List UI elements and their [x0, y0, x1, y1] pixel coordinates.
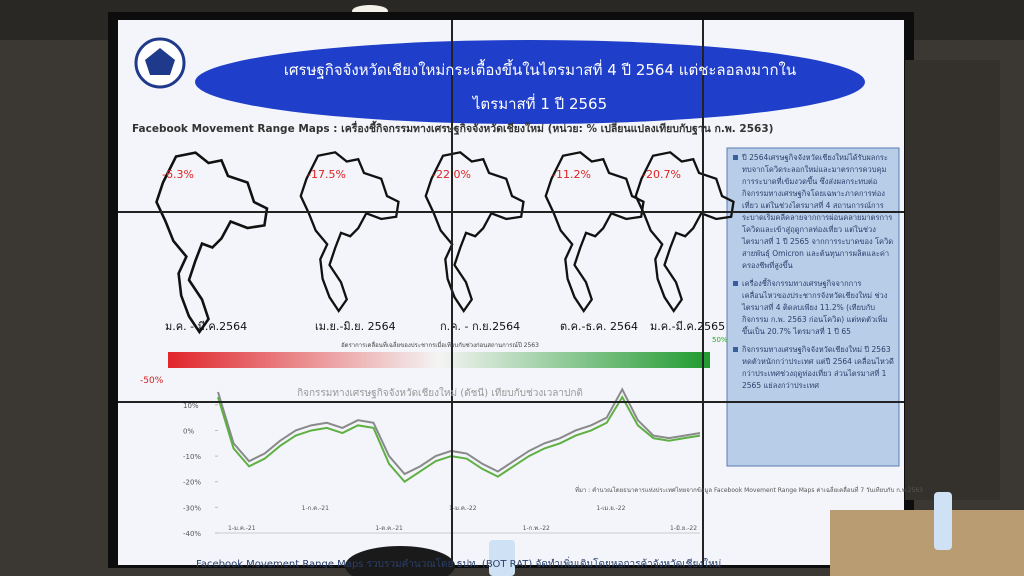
map-value: -20.7%: [642, 168, 681, 181]
note: ปี 2564เศรษฐกิจจังหวัดเชียงใหม่ได้รับผลก…: [733, 152, 895, 272]
y-tick-label: 10%: [183, 402, 199, 410]
person-head: [345, 546, 455, 576]
map-period: เม.ย.-มิ.ย. 2564: [315, 320, 396, 333]
series-line: [217, 387, 701, 476]
x-tick-label: 1-ก.พ.-22: [523, 525, 550, 532]
map-value: -17.5%: [307, 168, 346, 181]
x-tick-label: 1-มิ.ย.-22: [670, 525, 697, 532]
water-bottle: [934, 492, 952, 550]
map-period: ม.ค. - มี.ค.2564: [165, 320, 247, 333]
y-tick-label: -20%: [183, 479, 201, 487]
title-banner: [195, 40, 865, 124]
wall-panel: [905, 60, 1000, 500]
logo-emblem: [145, 48, 175, 75]
note: กิจกรรมทางเศรษฐกิจจังหวัดเชียงใหม่ ปี 25…: [733, 344, 895, 392]
footer: Facebook Movement Range Maps รวบรวมคำนวณ…: [196, 559, 722, 570]
notes-panel: [726, 147, 900, 467]
note: เครื่องชี้กิจกรรมทางเศรษฐกิจจากการเคลื่อ…: [733, 278, 895, 338]
water-bottle: [489, 540, 515, 576]
map-value: -6.3%: [162, 168, 194, 181]
scale-max: 50%: [712, 336, 728, 344]
map-value: -11.2%: [552, 168, 591, 181]
y-tick-label: -30%: [183, 504, 201, 512]
title-line: เศรษฐกิจจังหวัดเชียงใหม่กระเตื้องขึ้นในไ…: [283, 61, 797, 79]
x-tick-label: 1-ม.ค.-21: [228, 525, 256, 532]
y-tick-label: 0%: [183, 427, 194, 435]
map-group: -6.3% ม.ค. - มี.ค.2564 -17.5% เม.ย.-มิ.ย. 2…: [155, 151, 735, 334]
chart-source: ที่มา : คำนวณโดยธนาคารแห่งประเทศไทยจากข้…: [575, 487, 923, 494]
color-scale: [168, 352, 710, 368]
title-line: ไตรมาสที่ 1 ปี 2565: [472, 95, 608, 113]
x-tick-label: 1-ต.ค.-21: [375, 525, 403, 532]
x-tick-label: 1-เม.ย.-22: [596, 505, 625, 512]
map-period: ม.ค.-มี.ค.2565: [650, 320, 725, 333]
y-tick-label: -40%: [183, 530, 201, 538]
x-tick-label: 1-ม.ค.-22: [449, 505, 477, 512]
chart-title: กิจกรรมทางเศรษฐกิจจังหวัดเชียงใหม่ (ดัชน…: [297, 388, 583, 399]
x-tick-label: 1-ก.ค.-21: [302, 505, 329, 512]
map-period: ก.ค. - ก.ย.2564: [440, 320, 520, 333]
map-period: ต.ค.-ธ.ค. 2564: [560, 320, 638, 333]
scale-caption: อัตราการเคลื่อนที่เฉลี่ยของประชากรเมื่อเ…: [341, 342, 539, 349]
subtitle: Facebook Movement Range Maps : เครื่องชี…: [132, 123, 774, 135]
desk: [830, 510, 1024, 576]
y-tick-label: -10%: [183, 453, 201, 461]
scale-min: -50%: [140, 376, 164, 386]
notes: ปี 2564เศรษฐกิจจังหวัดเชียงใหม่ได้รับผลก…: [733, 152, 895, 398]
